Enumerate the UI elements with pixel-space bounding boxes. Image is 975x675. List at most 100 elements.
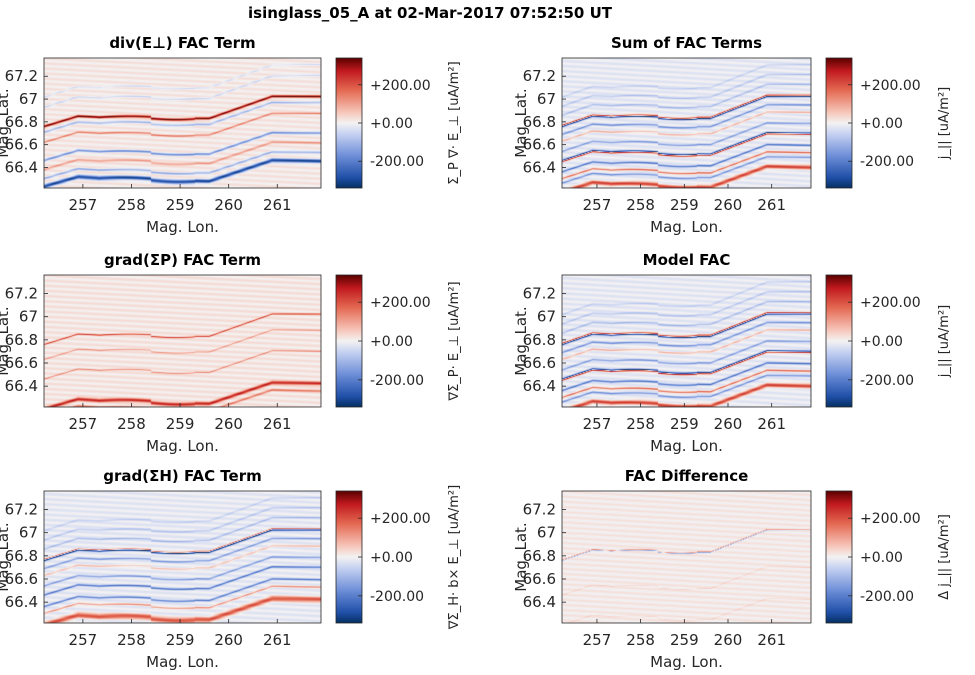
y-tick-label: 66.6 — [523, 354, 556, 372]
y-tick-label: 66.4 — [523, 377, 556, 395]
x-axis-label: Mag. Lon. — [650, 437, 723, 455]
y-axis-label: Mag. Lat. — [0, 306, 12, 375]
y-tick-label: 67 — [537, 90, 556, 108]
y-tick-label: 66.8 — [5, 331, 38, 349]
x-tick-label: 260 — [214, 631, 243, 649]
axes-box — [561, 490, 812, 624]
colorbar-tick-label: +0.00 — [860, 334, 903, 350]
x-tick-label: 260 — [214, 196, 243, 214]
x-tick-label: 259 — [670, 631, 699, 649]
heatmap-image — [562, 491, 811, 623]
y-tick-label: 67.2 — [523, 501, 556, 519]
x-tick-label: 261 — [757, 196, 786, 214]
colorbar-tick-label: -200.00 — [860, 154, 914, 170]
heatmap-image — [44, 58, 321, 188]
y-tick-label: 66.8 — [5, 547, 38, 565]
x-tick-label: 259 — [166, 631, 195, 649]
panel-bottom-left: grad(ΣH) FAC Term 66.4 66.6 66.8 67 67.2 257 25… — [0, 467, 462, 671]
x-tick-label: 260 — [214, 415, 243, 433]
panel-top-left: div(E⊥) FAC Term 66.4 66.6 66.8 67 67.2 257 258… — [0, 34, 462, 236]
heatmap-image — [44, 275, 321, 407]
y-tick-label: 67.2 — [523, 285, 556, 303]
x-tick-label: 257 — [69, 415, 98, 433]
colorbar-tick-label: +0.00 — [370, 116, 413, 132]
colorbar-label: ∇Σ_H· b× E_⊥ [uA/m²] — [447, 485, 462, 630]
colorbar — [825, 57, 853, 189]
x-tick-label: 261 — [263, 631, 292, 649]
y-tick-label: 66.6 — [523, 570, 556, 588]
y-axis-label: Mag. Lat. — [0, 522, 12, 591]
panel-title: Model FAC — [643, 251, 731, 269]
x-axis-label: Mag. Lon. — [650, 218, 723, 236]
x-tick-label: 257 — [69, 631, 98, 649]
colorbar-label: j_|| [uA/m²] — [937, 87, 952, 161]
y-tick-label: 66.4 — [5, 377, 38, 395]
colorbar-label: Δ j_|| [uA/m²] — [937, 514, 952, 600]
y-tick-label: 66.8 — [5, 113, 38, 131]
y-tick-label: 67 — [537, 308, 556, 326]
y-tick-label: 67.2 — [5, 67, 38, 85]
colorbar — [825, 490, 853, 624]
y-tick-label: 67 — [19, 524, 38, 542]
colorbar-tick-label: -200.00 — [860, 373, 914, 389]
colorbar-tick-label: +200.00 — [370, 78, 431, 94]
x-tick-label: 258 — [626, 196, 655, 214]
colorbar-tick-label: +0.00 — [860, 116, 903, 132]
colorbar-tick-label: +200.00 — [370, 511, 431, 527]
panel-middle-left: grad(ΣP) FAC Term 66.4 66.6 66.8 67 67.2 257 25… — [0, 251, 462, 455]
colorbar-tick-label: +200.00 — [860, 511, 921, 527]
colorbar — [335, 274, 363, 408]
y-tick-label: 66.6 — [523, 136, 556, 154]
panel-title: grad(ΣP) FAC Term — [104, 251, 261, 269]
axes-box — [43, 57, 322, 189]
colorbar-tick-label: -200.00 — [860, 589, 914, 605]
y-tick-label: 67.2 — [5, 501, 38, 519]
x-tick-label: 261 — [757, 631, 786, 649]
y-tick-label: 66.6 — [5, 136, 38, 154]
colorbar-tick-label: -200.00 — [370, 154, 424, 170]
y-tick-label: 67 — [19, 308, 38, 326]
colorbar-label: ∇Σ_P· E_⊥ [uA/m²] — [447, 281, 462, 401]
colorbar-tick-label: +0.00 — [370, 334, 413, 350]
y-tick-label: 66.8 — [523, 113, 556, 131]
y-tick-label: 66.4 — [523, 593, 556, 611]
x-tick-label: 259 — [670, 196, 699, 214]
panel-top-right: Sum of FAC Terms 66.4 66.6 66.8 67 67.2 257 258… — [512, 34, 952, 236]
colorbar-label: j_|| [uA/m²] — [937, 305, 952, 379]
x-axis-label: Mag. Lon. — [146, 437, 219, 455]
axes-box — [561, 274, 812, 408]
panel-title: FAC Difference — [625, 467, 749, 485]
panel-title: grad(ΣH) FAC Term — [103, 467, 262, 485]
colorbar-tick-label: -200.00 — [370, 589, 424, 605]
x-tick-label: 259 — [166, 415, 195, 433]
y-axis-label: Mag. Lat. — [512, 522, 530, 591]
x-axis-label: Mag. Lon. — [650, 653, 723, 671]
colorbar-label: Σ_P ∇· E_⊥ [uA/m²] — [447, 61, 462, 184]
colorbar-tick-label: +200.00 — [860, 78, 921, 94]
x-tick-label: 261 — [263, 415, 292, 433]
y-tick-label: 67 — [19, 90, 38, 108]
x-tick-label: 258 — [117, 196, 146, 214]
x-tick-label: 260 — [714, 631, 743, 649]
axes-box — [43, 490, 322, 624]
x-tick-label: 257 — [583, 631, 612, 649]
x-tick-label: 257 — [69, 196, 98, 214]
x-tick-label: 260 — [714, 196, 743, 214]
heatmap-image — [562, 58, 811, 188]
x-tick-label: 258 — [117, 631, 146, 649]
y-tick-label: 66.6 — [5, 354, 38, 372]
y-axis-label: Mag. Lat. — [0, 88, 12, 157]
panels: div(E⊥) FAC Term 66.4 66.6 66.8 67 67.2 257 258… — [0, 34, 952, 671]
y-tick-label: 67.2 — [5, 285, 38, 303]
y-tick-label: 67 — [537, 524, 556, 542]
x-tick-label: 257 — [583, 196, 612, 214]
colorbar-tick-label: +200.00 — [860, 295, 921, 311]
panel-middle-right: Model FAC 66.4 66.6 66.8 67 67.2 257 258 259 260 2… — [512, 251, 952, 455]
colorbar-tick-label: +200.00 — [370, 295, 431, 311]
panel-title: Sum of FAC Terms — [611, 34, 762, 52]
heatmap-image — [44, 491, 321, 623]
x-tick-label: 258 — [117, 415, 146, 433]
x-tick-label: 259 — [670, 415, 699, 433]
x-tick-label: 260 — [714, 415, 743, 433]
